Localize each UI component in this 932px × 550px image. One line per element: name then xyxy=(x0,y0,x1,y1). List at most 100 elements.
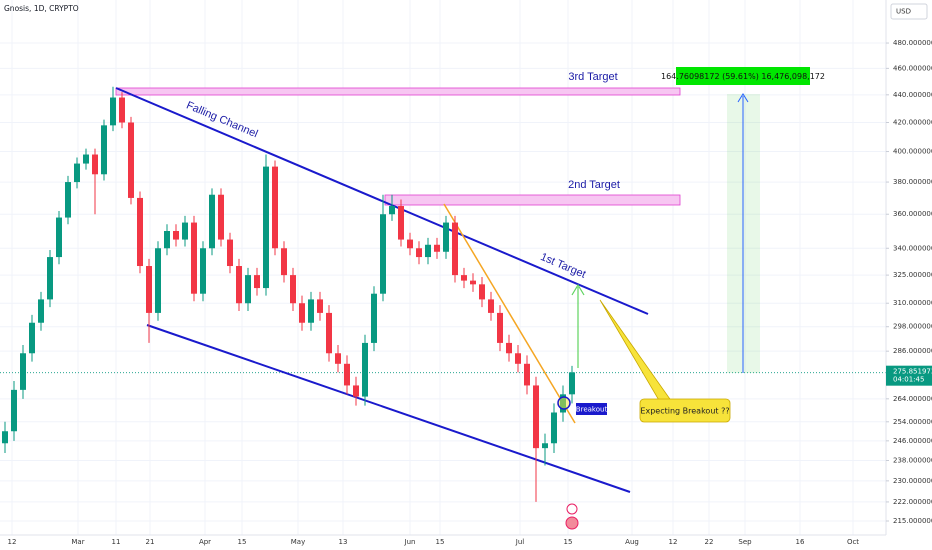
candle-body xyxy=(200,248,206,294)
candle-body xyxy=(362,342,368,397)
y-tick-label: 215.00000000 xyxy=(893,517,932,525)
axis: 480.00000000 460.00000000 440.00000000 420.… xyxy=(8,39,932,546)
candle-body xyxy=(164,231,170,249)
candle-body xyxy=(452,222,458,276)
x-tick-label: May xyxy=(291,538,305,546)
y-tick-label: 238.00000000 xyxy=(893,457,932,465)
x-tick-label: 12 xyxy=(8,538,17,546)
candle-body xyxy=(173,231,179,240)
candle-body xyxy=(398,206,404,240)
x-tick-label: Apr xyxy=(199,538,211,546)
y-tick-label: 254.00000000 xyxy=(893,418,932,426)
candle-body xyxy=(128,122,134,198)
measure-label: 164.76098172 (59.61%) 16,476,098,172 xyxy=(661,72,825,81)
candle-body xyxy=(38,299,44,323)
channel-line xyxy=(146,324,631,493)
candle-body xyxy=(182,222,188,240)
currency: USD xyxy=(896,8,911,16)
y-tick-label: 360.00000000 xyxy=(893,210,932,218)
x-tick-label: 21 xyxy=(146,538,155,546)
candle-body xyxy=(47,257,53,300)
chart-title: Gnosis, 1D, CRYPTO xyxy=(4,4,79,13)
candle-body xyxy=(533,385,539,449)
x-tick-label: 15 xyxy=(238,538,247,546)
candle-body xyxy=(542,443,548,449)
candle-body xyxy=(407,239,413,249)
candle-body xyxy=(326,312,332,354)
price-axis-bg xyxy=(886,0,932,550)
y-tick-label: 340.00000000 xyxy=(893,244,932,252)
y-tick-label: 440.00000000 xyxy=(893,91,932,99)
channel-label: Falling Channel xyxy=(185,99,260,140)
candle-body xyxy=(110,97,116,126)
candle-body xyxy=(74,163,80,183)
x-tick-label: Sep xyxy=(738,538,752,546)
target-label: 3rd Target xyxy=(568,71,617,83)
y-tick-label: 222.00000000 xyxy=(893,498,932,506)
candle-body xyxy=(353,385,359,397)
candle-body xyxy=(218,194,224,240)
candle-body xyxy=(389,206,395,215)
y-tick-label: 325.00000000 xyxy=(893,271,932,279)
candle-body xyxy=(92,154,98,175)
countdown: 04:01:45 xyxy=(893,376,924,384)
y-tick-label: 264.00000000 xyxy=(893,395,932,403)
candle-body xyxy=(515,353,521,364)
candle-body xyxy=(524,363,530,386)
candle-body xyxy=(416,248,422,258)
currency-box[interactable] xyxy=(890,3,928,20)
y-tick-label: 460.00000000 xyxy=(893,64,932,72)
x-tick-label: 22 xyxy=(705,538,714,546)
y-tick-label: 298.00000000 xyxy=(893,323,932,331)
target-zone xyxy=(384,194,681,206)
target-label: 2nd Target xyxy=(568,179,620,191)
candle-body xyxy=(272,166,278,249)
candle-body xyxy=(425,244,431,258)
candle-body xyxy=(263,166,269,289)
candle-body xyxy=(308,299,314,323)
x-tick-label: Jul xyxy=(515,538,525,546)
candle-body xyxy=(155,248,161,313)
candle-body xyxy=(20,353,26,390)
candle-body xyxy=(11,389,17,432)
candle-body xyxy=(317,299,323,313)
candle-body xyxy=(488,299,494,313)
candle-body xyxy=(443,222,449,252)
candle-body xyxy=(101,125,107,175)
x-tick-label: Aug xyxy=(625,538,639,546)
candle-body xyxy=(497,312,503,343)
callout-text: Expecting Breakout ?? xyxy=(640,407,729,416)
candle-body xyxy=(380,214,386,294)
x-tick-label: 13 xyxy=(339,538,348,546)
y-tick-label: 286.00000000 xyxy=(893,347,932,355)
target-zone xyxy=(115,87,681,96)
measure-arrow-head xyxy=(737,93,749,103)
candle-body xyxy=(56,217,62,258)
last-price-tag xyxy=(886,365,932,386)
candle-body xyxy=(227,239,233,267)
callout-box xyxy=(639,398,731,423)
candle-body xyxy=(191,222,197,294)
candle-body xyxy=(551,412,557,444)
candle-body xyxy=(245,275,251,304)
x-tick-label: 12 xyxy=(669,538,678,546)
y-tick-label: 420.00000000 xyxy=(893,119,932,127)
candles xyxy=(2,86,575,502)
y-tick-label: 480.00000000 xyxy=(893,39,932,47)
event-icon xyxy=(565,516,579,530)
candle-body xyxy=(461,275,467,281)
candle-body xyxy=(290,275,296,304)
y-tick-label: 246.00000000 xyxy=(893,437,932,445)
candle-body xyxy=(209,194,215,249)
candle-body xyxy=(335,353,341,364)
candle-body xyxy=(434,244,440,252)
y-tick-label: 310.00000000 xyxy=(893,299,932,307)
candle-body xyxy=(281,248,287,276)
x-tick-label: Jun xyxy=(404,538,416,546)
candle-body xyxy=(371,293,377,343)
candle-body xyxy=(119,97,125,123)
channel-line xyxy=(115,87,649,315)
candle-body xyxy=(569,372,575,395)
measure-label-box xyxy=(676,67,810,85)
